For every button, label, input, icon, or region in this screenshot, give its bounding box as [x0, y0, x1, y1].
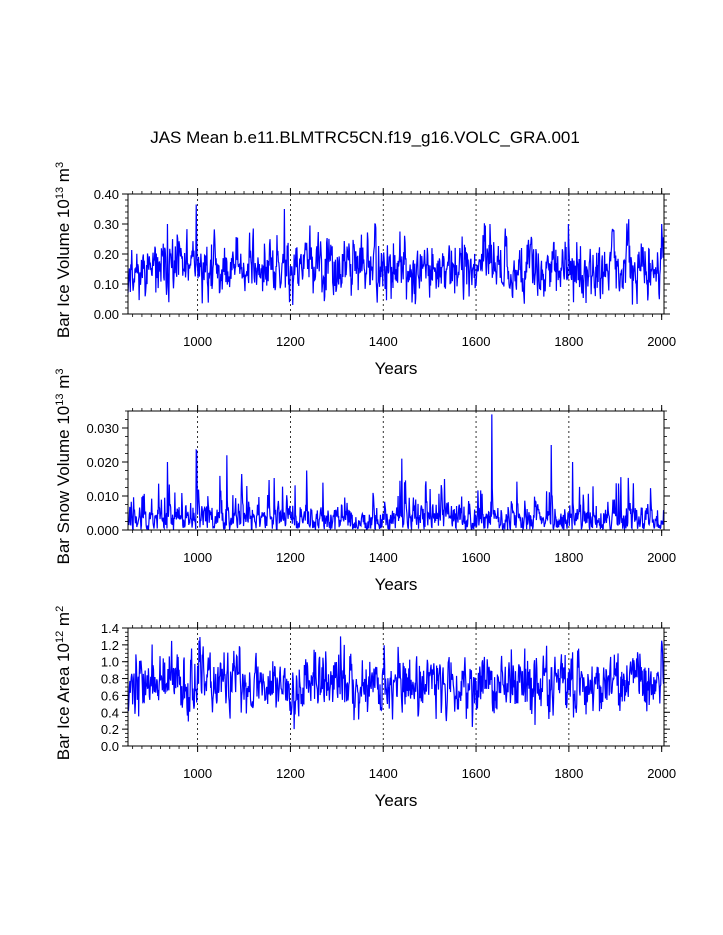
snow-volume-x-axis-title: Years — [375, 575, 418, 594]
y-title-exponent: 13 — [54, 394, 66, 406]
y-title-exponent: 13 — [54, 187, 66, 199]
x-tick-label: 1400 — [369, 550, 398, 565]
y-title-unit-exponent: 3 — [54, 162, 66, 168]
y-tick-label: 0.030 — [86, 421, 119, 436]
ice-volume-x-axis-title: Years — [375, 359, 418, 378]
ice-area-series-line — [127, 636, 665, 730]
y-tick-label: 0.0 — [101, 739, 119, 754]
x-tick-label: 1400 — [369, 334, 398, 349]
panel-snow-volume: 0.000 0.010 0.020 0.030 1000 1200 1400 1600 180… — [54, 368, 676, 594]
y-tick-label: 0.000 — [86, 523, 119, 538]
x-tick-label: 1800 — [554, 766, 583, 781]
ice-area-x-axis-title: Years — [375, 791, 418, 810]
y-title-exponent: 12 — [54, 631, 66, 643]
y-tick-labels: 0.000 0.010 0.020 0.030 — [86, 421, 119, 538]
x-tick-labels: 1000 1200 1400 1600 1800 2000 — [183, 334, 676, 349]
x-tick-label: 2000 — [647, 334, 676, 349]
y-tick-label: 1.0 — [101, 655, 119, 670]
y-title-unit-exponent: 3 — [54, 368, 66, 374]
y-title-main: Bar Ice Volume 10 — [54, 199, 73, 338]
y-tick-labels: 0.0 0.2 0.4 0.60.8 1.0 1.2 1.4 — [101, 621, 119, 754]
x-tick-labels: 1000 1200 1400 1600 1800 2000 — [183, 766, 676, 781]
x-tick-label: 1000 — [183, 766, 212, 781]
ice-volume-y-axis-title: Bar Ice Volume 1013 m3 — [54, 162, 73, 338]
tick-group — [122, 405, 670, 536]
y-tick-label: 0.8 — [101, 672, 119, 687]
y-tick-label: 0.020 — [86, 455, 119, 470]
chart-title: JAS Mean b.e11.BLMTRC5CN.f19_g16.VOLC_GR… — [150, 128, 580, 147]
y-tick-label: 0.2 — [101, 722, 119, 737]
x-tick-label: 1000 — [183, 334, 212, 349]
y-title-main: Bar Snow Volume 10 — [54, 406, 73, 565]
y-tick-label: 0.40 — [94, 187, 119, 202]
x-tick-label: 1800 — [554, 550, 583, 565]
panel-ice-area: 0.0 0.2 0.4 0.60.8 1.0 1.2 1.4 1000 1200 1400 160… — [54, 606, 676, 810]
x-tick-label: 1600 — [462, 766, 491, 781]
y-tick-labels: 0.00 0.10 0.20 0.30 0.40 — [94, 187, 119, 322]
y-tick-label: 0.30 — [94, 217, 119, 232]
x-tick-label: 1600 — [462, 334, 491, 349]
tick-group — [122, 622, 670, 752]
x-tick-labels: 1000 1200 1400 1600 1800 2000 — [183, 550, 676, 565]
x-tick-label: 2000 — [647, 550, 676, 565]
y-tick-label: 1.2 — [101, 638, 119, 653]
y-title-main: Bar Ice Area 10 — [54, 643, 73, 760]
y-title-unit: m — [54, 375, 73, 394]
y-tick-label: 0.4 — [101, 705, 119, 720]
y-tick-label: 1.4 — [101, 621, 119, 636]
y-tick-label: 0.010 — [86, 489, 119, 504]
snow-volume-series-line — [127, 414, 665, 532]
y-title-unit-exponent: 2 — [54, 606, 66, 612]
x-tick-label: 1800 — [554, 334, 583, 349]
x-tick-label: 1200 — [276, 766, 305, 781]
x-tick-label: 1600 — [462, 550, 491, 565]
x-tick-label: 1200 — [276, 334, 305, 349]
ice-volume-series-line — [127, 204, 665, 306]
x-tick-label: 1400 — [369, 766, 398, 781]
x-tick-label: 1200 — [276, 550, 305, 565]
y-tick-label: 0.00 — [94, 307, 119, 322]
x-tick-label: 1000 — [183, 550, 212, 565]
ice-area-y-axis-title: Bar Ice Area 1012 m2 — [54, 606, 73, 760]
x-tick-label: 2000 — [647, 766, 676, 781]
y-tick-label: 0.20 — [94, 247, 119, 262]
panel-ice-volume: 0.00 0.10 0.20 0.30 0.40 1000 1200 1400 1600 180… — [54, 162, 676, 378]
y-title-unit: m — [54, 168, 73, 187]
y-tick-label: 0.6 — [101, 688, 119, 703]
y-title-unit: m — [54, 612, 73, 631]
tick-group — [122, 188, 670, 320]
snow-volume-y-axis-title: Bar Snow Volume 1013 m3 — [54, 368, 73, 564]
y-tick-label: 0.10 — [94, 277, 119, 292]
